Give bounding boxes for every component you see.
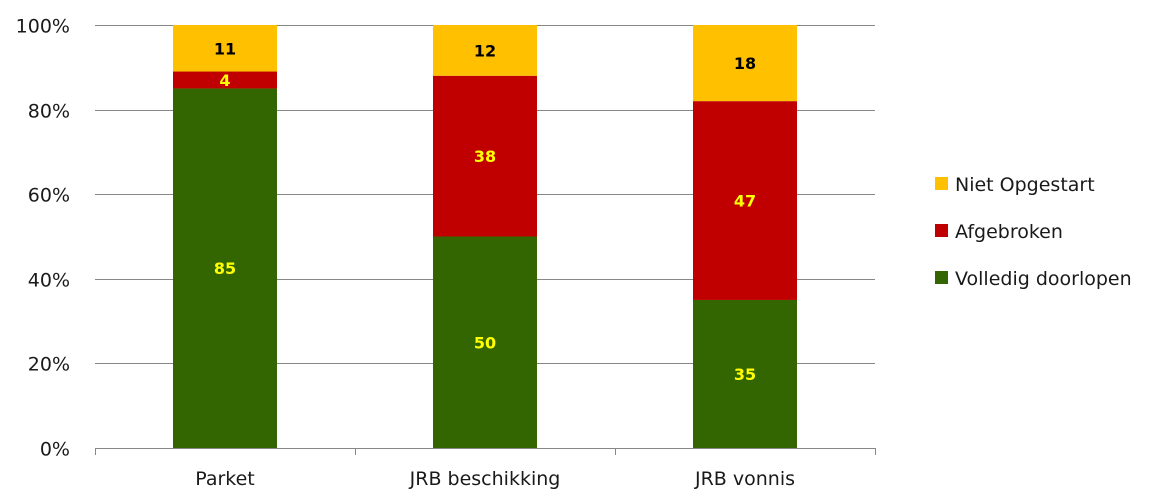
legend-label: Niet Opgestart — [955, 174, 1095, 196]
bar-segment — [693, 299, 797, 448]
bar-segment — [693, 101, 797, 300]
data-label: 18 — [734, 54, 756, 73]
bar-segment — [173, 71, 277, 89]
y-tick-label: 60% — [28, 185, 70, 207]
legend-swatch — [935, 271, 948, 284]
bar-segment — [173, 25, 277, 72]
data-label: 12 — [474, 41, 496, 60]
bar-segment — [693, 25, 797, 102]
y-tick-label: 100% — [16, 16, 70, 38]
bar-segment — [433, 236, 537, 448]
data-label: 50 — [474, 333, 496, 352]
x-category-label: JRB vonnis — [694, 468, 795, 490]
bar-segment — [433, 75, 537, 237]
data-label: 35 — [734, 365, 756, 384]
data-label: 4 — [219, 71, 230, 90]
bar-segment — [173, 88, 277, 448]
y-tick-label: 80% — [28, 101, 70, 123]
y-axis-tick-labels: 0% 20% 40% 60% 80% 100% — [16, 16, 70, 461]
legend-label: Volledig doorlopen — [955, 268, 1132, 290]
data-label: 47 — [734, 192, 756, 211]
x-category-label: Parket — [195, 468, 255, 490]
legend: Niet Opgestart Afgebroken Volledig doorlop… — [935, 174, 1132, 290]
bar-segment — [433, 25, 537, 76]
data-label: 38 — [474, 147, 496, 166]
y-tick-label: 0% — [40, 439, 70, 461]
x-category-label: JRB beschikking — [409, 468, 561, 490]
x-axis-category-labels: Parket JRB beschikking JRB vonnis — [195, 468, 795, 490]
legend-swatch — [935, 224, 948, 237]
x-axis — [95, 448, 876, 455]
data-label: 11 — [214, 39, 236, 58]
data-labels: 85 4 11 50 38 12 35 47 18 — [214, 39, 756, 384]
data-label: 85 — [214, 259, 236, 278]
y-tick-label: 40% — [28, 270, 70, 292]
legend-swatch — [935, 177, 948, 190]
bars — [173, 25, 797, 448]
legend-label: Afgebroken — [955, 221, 1063, 243]
y-tick-label: 20% — [28, 354, 70, 376]
